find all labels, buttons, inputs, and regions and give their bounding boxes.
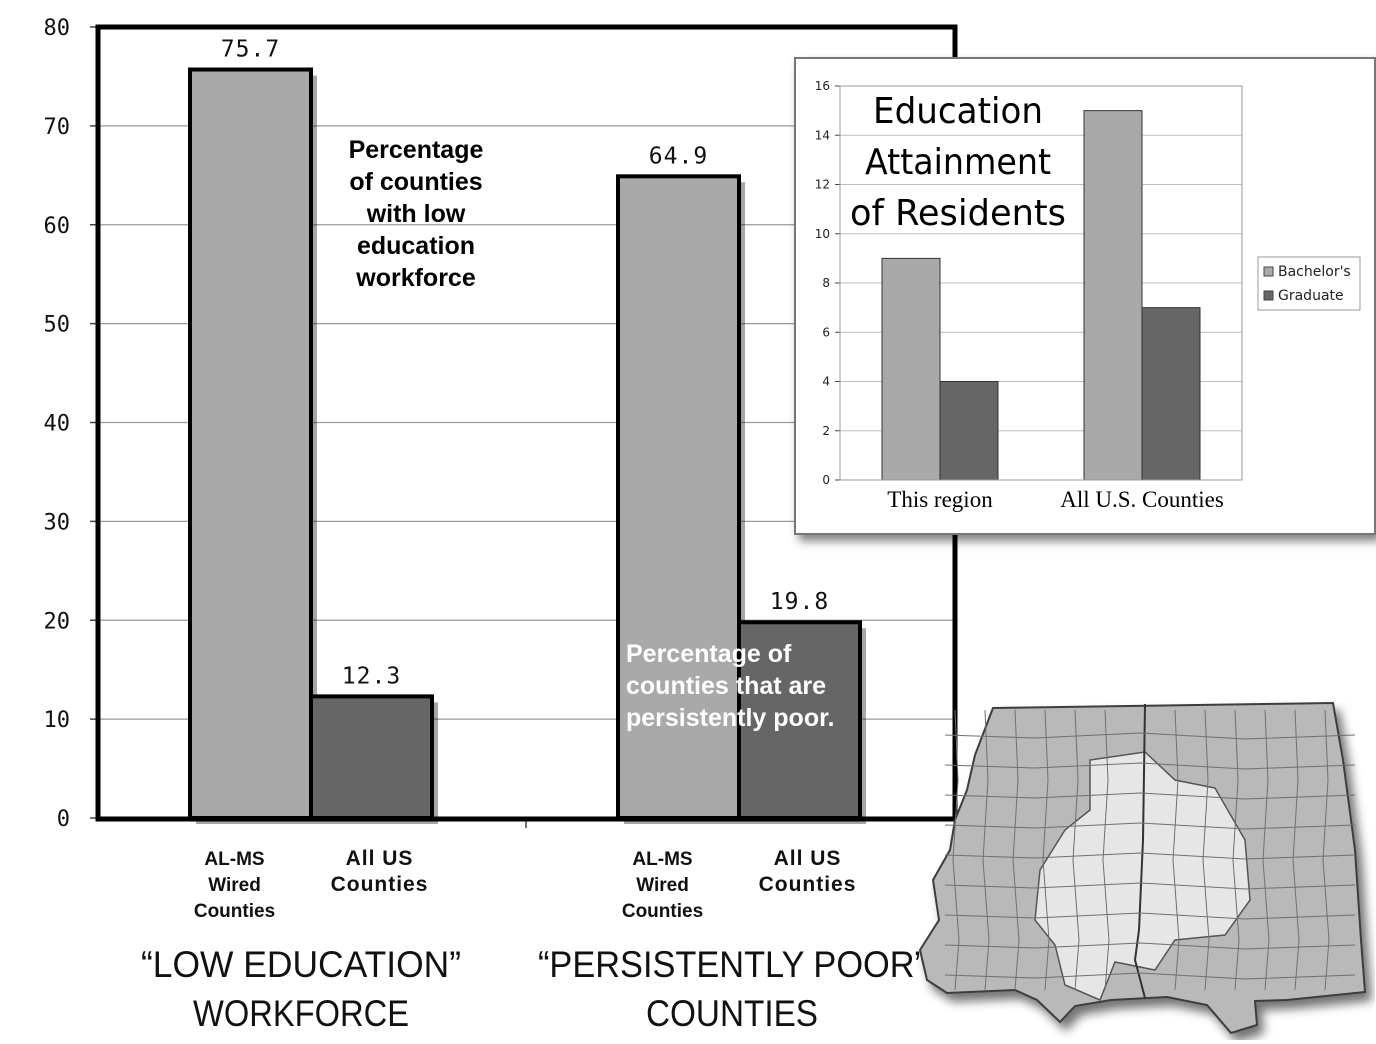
data-label-0-1: 12.3 [342, 663, 401, 689]
county-line [944, 822, 1356, 830]
annotation-low-education: workforce [355, 264, 476, 292]
inset-title: of Residents [850, 193, 1066, 234]
y-tick-label-30: 30 [44, 510, 71, 535]
annotation-low-education: education [357, 232, 475, 260]
region-map [915, 700, 1375, 1044]
inset-bar-1-0 [1083, 110, 1143, 481]
county-line [944, 972, 1356, 980]
county-line [944, 942, 1356, 950]
data-label-1-0: 64.9 [649, 143, 708, 169]
inset-bar-0-1 [939, 381, 999, 481]
bar-1-0 [616, 174, 741, 820]
county-line [944, 912, 1356, 920]
county-line [1232, 709, 1240, 991]
county-line [1292, 709, 1300, 991]
y-tick-label-10: 10 [44, 708, 71, 733]
annotation-persistently-poor: counties that are [626, 672, 826, 700]
y-tick-label-80: 80 [44, 16, 71, 41]
county-lines [944, 709, 1356, 991]
x-category-label-1-1: Counties [759, 873, 857, 896]
inset-title: Attainment [865, 142, 1051, 183]
x-category-label-0-1: All US [346, 847, 414, 870]
county-line [1012, 709, 1020, 991]
county-line [1262, 709, 1270, 991]
y-tick-label-20: 20 [44, 609, 71, 634]
county-line [1102, 709, 1110, 991]
inset-labels: This region All U.S. Counties Education Att… [850, 91, 1224, 512]
county-line [982, 709, 990, 991]
county-line [944, 882, 1356, 890]
inset-y-tick-label-2: 2 [822, 424, 830, 438]
county-line [944, 762, 1356, 770]
alabama-mississippi-map [918, 701, 1367, 1035]
bar-0-0 [188, 67, 313, 821]
x-category-label-0-1: Counties [331, 873, 429, 896]
annotation-persistently-poor: persistently poor. [626, 704, 834, 732]
x-category-label-1-1: All US [774, 847, 842, 870]
inset-y-tick-label-12: 12 [815, 178, 830, 192]
x-category-label-1-0: Wired [636, 875, 689, 896]
legend-label-bachelors: Bachelor's [1278, 264, 1351, 280]
group-title-0: “LOW EDUCATION” [141, 944, 461, 985]
inset-chart: 0 2 4 6 8 10 12 14 16 This region All U.S. Counti… [794, 57, 1376, 535]
inset-title: Education [873, 91, 1043, 132]
legend-label-graduate: Graduate [1278, 288, 1344, 304]
inset-y-tick-label-10: 10 [815, 227, 830, 241]
county-line [1042, 709, 1050, 991]
inset-y-ticks: 0 2 4 6 8 10 12 14 16 [815, 79, 840, 487]
labels: 75.7 AL-MS Wired Counties 12.3 All US Counties… [141, 37, 926, 1034]
county-line [1072, 709, 1080, 991]
y-tick-label-0: 0 [57, 807, 70, 832]
county-line [1322, 709, 1330, 991]
group-subtitle-0: WORKFORCE [193, 993, 409, 1034]
bar-0-1 [309, 694, 434, 820]
legend-swatch-bachelors [1263, 266, 1274, 277]
inset-bars [881, 110, 1201, 481]
inset-y-tick-label-16: 16 [815, 79, 830, 93]
y-tick-label-60: 60 [44, 214, 71, 239]
county-line [944, 792, 1356, 800]
group-title-1: “PERSISTENTLY POOR” [538, 944, 926, 985]
inset-category-label-1: All U.S. Counties [1060, 487, 1224, 512]
bar-1-1 [737, 620, 862, 820]
annotation-low-education: Percentage [349, 136, 484, 164]
county-line [1202, 709, 1210, 991]
inset-y-tick-label-14: 14 [815, 128, 830, 142]
county-line [952, 709, 960, 991]
inset-bar-0-0 [881, 257, 941, 481]
x-category-label-0-0: Wired [208, 875, 261, 896]
x-category-label-0-0: AL-MS [204, 849, 264, 870]
annotation-low-education: of counties [349, 168, 482, 196]
y-tick-label-70: 70 [44, 115, 71, 140]
inset-legend: Bachelor's Graduate [1257, 256, 1361, 311]
data-label-1-1: 19.8 [770, 589, 829, 615]
inset-y-tick-label-8: 8 [822, 276, 830, 290]
inset-y-tick-label-4: 4 [822, 375, 830, 389]
data-label-0-0: 75.7 [221, 37, 280, 63]
y-axis-ticks: 0 10 20 30 40 50 60 70 80 [44, 16, 527, 832]
inset-plot-frame [839, 85, 1243, 481]
inset-category-label-0: This region [887, 487, 993, 512]
wired-region [1034, 751, 1251, 1001]
y-tick-label-40: 40 [44, 412, 71, 437]
inset-chart-svg: 0 2 4 6 8 10 12 14 16 This region All U.S. Counti… [815, 79, 1361, 512]
legend-frame [1257, 256, 1361, 311]
inset-y-tick-label-6: 6 [822, 325, 830, 339]
x-category-label-0-0: Counties [194, 901, 275, 922]
group-subtitle-1: COUNTIES [646, 993, 818, 1034]
bars [188, 67, 866, 825]
inset-bar-1-1 [1141, 307, 1201, 481]
county-line [1172, 709, 1180, 991]
annotation-persistently-poor: Percentage of [626, 640, 792, 668]
x-category-label-1-0: AL-MS [632, 849, 692, 870]
county-line [944, 852, 1356, 860]
x-category-label-1-0: Counties [622, 901, 703, 922]
inset-y-tick-label-0: 0 [822, 473, 830, 487]
legend-swatch-graduate [1263, 290, 1274, 301]
county-line [944, 732, 1356, 740]
y-tick-label-50: 50 [44, 313, 71, 338]
annotation-low-education: with low [366, 200, 466, 228]
